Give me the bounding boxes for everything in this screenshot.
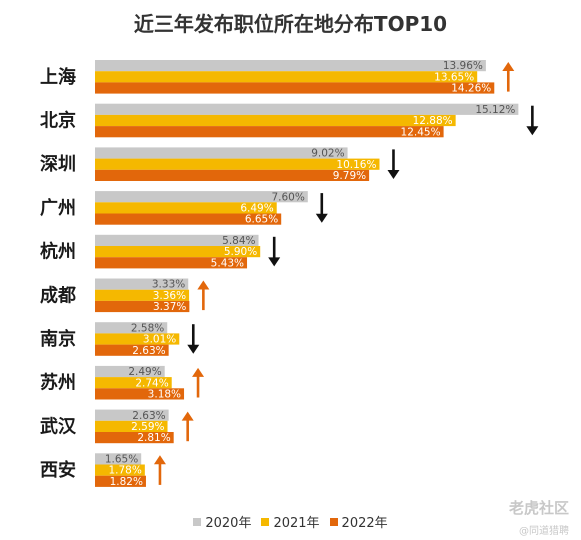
data-label: 5.84% [222,235,255,247]
bar [95,147,348,159]
legend: 2020年 2021年 2022年 [0,512,581,531]
data-label: 2.49% [128,366,161,378]
bar [95,103,519,115]
data-label: 9.02% [311,148,344,160]
bar [95,453,142,465]
data-label: 2.81% [137,432,170,444]
bar [95,388,185,400]
data-label: 13.96% [443,60,483,72]
data-label: 1.65% [105,454,138,466]
bar [95,322,168,334]
category-label: 杭州 [40,241,76,263]
bar [95,60,486,72]
data-label: 2.63% [132,410,165,422]
bar [95,475,146,487]
category-label: 武汉 [40,416,77,437]
data-label: 15.12% [475,104,515,116]
legend-swatch [261,518,270,526]
bar [95,202,277,214]
bar [95,114,456,127]
legend-item: 2021年 [261,512,320,531]
data-label: 9.79% [333,170,366,182]
bar [95,432,174,444]
arrow-down-icon [315,213,328,223]
data-label: 14.26% [451,83,491,95]
data-label: 2.74% [135,377,168,389]
arrow-up-icon [197,280,210,290]
data-label: 5.43% [211,257,244,269]
data-label: 12.88% [413,115,453,127]
bar [95,213,282,225]
legend-item: 2022年 [329,512,388,531]
category-label: 北京 [40,110,76,132]
bar [95,234,259,246]
data-label: 13.65% [434,71,474,83]
legend-swatch [329,518,338,526]
bar [95,158,380,170]
arrow-down-icon [526,126,539,136]
category-label: 西安 [40,459,76,481]
bar [95,191,308,203]
data-label: 3.01% [143,334,176,346]
bar [95,300,190,313]
category-label: 南京 [40,328,76,350]
bar [95,126,444,138]
watermark-line2: @同道猎聘 [519,526,569,537]
data-label: 10.16% [336,159,376,171]
bar [95,377,172,389]
category-label: 深圳 [40,153,76,175]
category-label: 苏州 [40,372,76,394]
data-label: 12.45% [401,126,441,138]
data-label: 2.63% [132,345,165,357]
arrow-up-icon [502,62,515,71]
bar [95,420,168,432]
category-label: 上海 [40,66,76,88]
legend-item: 2020年 [193,512,251,531]
bar [95,278,189,290]
bar [95,71,478,83]
legend-swatch [193,518,202,526]
bar [95,257,248,269]
data-label: 2.58% [131,322,164,334]
data-label: 3.37% [153,301,186,313]
bar [95,464,145,476]
legend-label: 2022年 [341,516,388,531]
legend-label: 2021年 [273,516,320,531]
data-label: 1.82% [110,476,143,488]
category-label: 成都 [40,284,76,306]
arrow-up-icon [192,367,205,377]
arrow-down-icon [268,257,281,267]
data-label: 3.33% [152,279,185,291]
chart-title: 近三年发布职位所在地分布TOP10 [133,12,448,36]
arrow-up-icon [153,455,166,465]
bar [95,246,261,258]
bar [95,289,190,301]
arrow-down-icon [187,344,200,354]
data-label: 6.49% [240,203,273,215]
bar [95,333,180,345]
watermark-line1: 老虎社区 [508,499,569,517]
bar [95,169,370,181]
data-label: 6.65% [245,214,278,226]
data-label: 2.59% [131,421,164,433]
data-label: 5.90% [224,246,257,258]
data-label: 3.18% [148,389,181,401]
category-label: 广州 [40,197,76,219]
arrow-up-icon [181,411,194,421]
data-label: 1.78% [108,465,141,477]
bar [95,409,169,421]
bar [95,365,165,378]
bar [95,344,169,356]
data-label: 7.60% [271,191,304,203]
data-label: 3.36% [153,290,186,302]
legend-label: 2020年 [205,516,252,531]
bar [95,82,495,94]
watermark: 老虎社区 @同道猎聘 [509,497,569,537]
arrow-down-icon [387,170,400,179]
